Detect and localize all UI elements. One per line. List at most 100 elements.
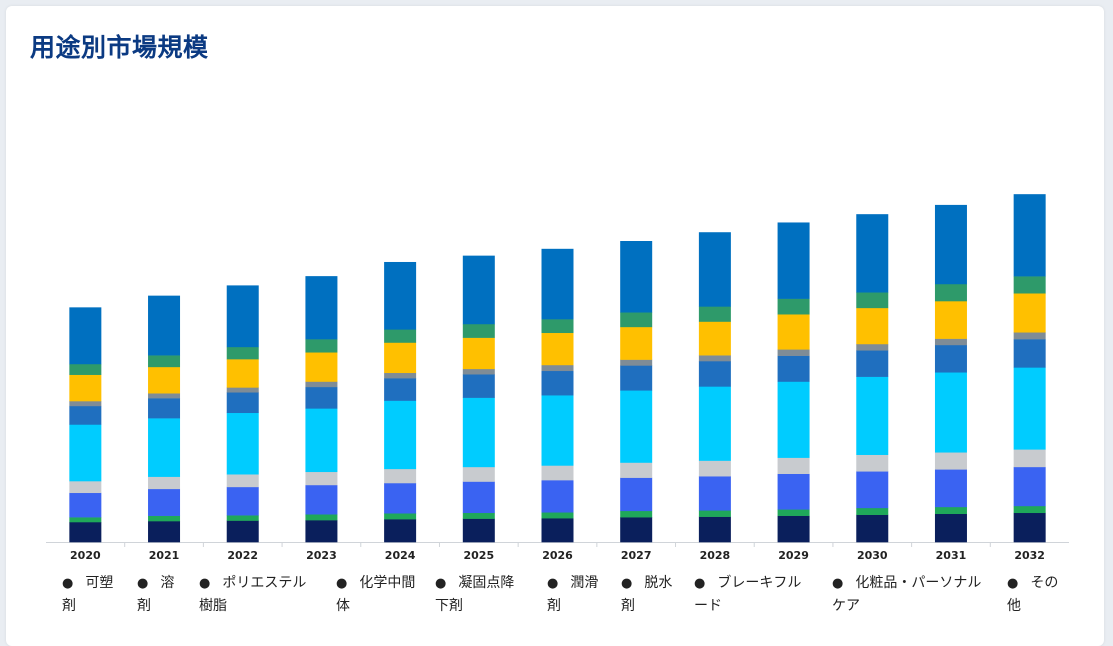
bar-segment-10 (856, 214, 889, 293)
bar-segment-7 (462, 368, 495, 375)
legend-bullet-icon: ● (1007, 576, 1019, 591)
bar-segment-7 (698, 355, 731, 362)
bar-segment-8 (777, 314, 810, 350)
bar-segment-10 (384, 261, 417, 330)
legend-bullet-icon: ● (435, 576, 447, 591)
bar-segment-1 (698, 516, 731, 543)
legend-item-lubricant: ● 潤滑 剤 (547, 572, 598, 617)
legend-label-line1: 化学中間 (359, 575, 416, 591)
bar-segment-4 (305, 471, 338, 486)
bar-segment-4 (856, 454, 889, 472)
bar-segment-2 (856, 507, 889, 515)
bar-segment-9 (777, 298, 810, 315)
bar-segment-6 (462, 374, 495, 398)
bar-segment-8 (148, 366, 181, 394)
bar-segment-8 (620, 326, 653, 360)
legend-bullet-icon: ● (336, 576, 348, 591)
legend-label-line1: 凝固点降 (458, 575, 515, 591)
bar-segment-8 (462, 337, 495, 370)
x-tick-label: 2032 (1014, 549, 1045, 562)
bar-segment-9 (226, 346, 259, 360)
legend-label-line2: 剤 (621, 598, 635, 614)
bar-segment-4 (462, 466, 495, 482)
bar-segment-5 (856, 376, 889, 455)
bar-segment-1 (620, 517, 653, 543)
x-tick-label: 2020 (70, 549, 101, 562)
bar-segment-9 (541, 319, 574, 334)
bar-segment-10 (698, 232, 731, 307)
bar-segment-3 (305, 484, 338, 515)
legend-item-antifreeze: ● 凝固点降 下剤 (435, 572, 514, 617)
legend-item-plasticizer: ● 可塑 剤 (62, 572, 113, 617)
bar-segment-6 (934, 344, 967, 373)
bar-segment-1 (541, 518, 574, 543)
bar-segment-2 (541, 512, 574, 519)
bar-segment-8 (1013, 293, 1046, 333)
x-tick-label: 2027 (621, 549, 652, 562)
bar-segment-10 (934, 204, 967, 285)
bar-stack-2025 (462, 255, 495, 543)
bar-segment-2 (934, 506, 967, 515)
bar-segment-3 (934, 469, 967, 508)
legend-label-line2: 剤 (547, 598, 561, 614)
bar-segment-6 (226, 392, 259, 414)
bar-segment-5 (305, 408, 338, 473)
bar-segment-1 (462, 518, 495, 543)
bar-segment-2 (305, 514, 338, 521)
legend-label-line2: 剤 (137, 598, 151, 614)
bar-stack-2022 (226, 285, 259, 543)
bar-segment-5 (148, 418, 181, 477)
bar-segment-1 (305, 520, 338, 543)
bar-segment-6 (620, 365, 653, 391)
legend-item-other: ● その 他 (1007, 572, 1058, 617)
bar-segment-3 (384, 482, 417, 514)
bar-segment-10 (462, 255, 495, 325)
x-tick-label: 2025 (463, 549, 494, 562)
legend-bullet-icon: ● (621, 576, 633, 591)
legend-label-line2: 他 (1007, 598, 1021, 614)
bar-segment-5 (541, 395, 574, 466)
bar-segment-5 (69, 424, 102, 482)
bar-segment-3 (856, 471, 889, 509)
bar-segment-8 (698, 321, 731, 356)
bar-segment-8 (541, 332, 574, 366)
legend-label-line2: 下剤 (435, 598, 463, 614)
bar-segment-5 (620, 390, 653, 463)
bar-segment-3 (1013, 466, 1046, 507)
bar-segment-2 (698, 510, 731, 517)
bar-segment-10 (541, 248, 574, 320)
bar-segment-1 (1013, 512, 1046, 543)
bar-segment-6 (305, 386, 338, 409)
legend-label-line1: 潤滑 (570, 575, 599, 591)
bar-segment-2 (384, 513, 417, 520)
bar-segment-3 (541, 480, 574, 513)
bar-stack-2029 (777, 222, 810, 543)
bar-segment-8 (305, 352, 338, 382)
legend-label-line2: 体 (336, 598, 350, 614)
bar-stack-2020 (69, 307, 102, 543)
bar-segment-8 (226, 359, 259, 388)
bar-segment-1 (856, 514, 889, 543)
legend-label-line2: ケア (832, 598, 860, 614)
bar-segment-8 (69, 374, 102, 402)
x-tick-label: 2024 (385, 549, 416, 562)
bar-segment-7 (541, 364, 574, 372)
bar-segment-7 (777, 349, 810, 356)
bar-segment-10 (148, 295, 181, 356)
bar-segment-4 (620, 462, 653, 478)
x-tick-label: 2026 (542, 549, 573, 562)
legend-item-chemical-intermediate: ● 化学中間 体 (336, 572, 415, 617)
bar-segment-3 (148, 488, 181, 516)
bar-segment-3 (69, 492, 102, 518)
bar-segment-4 (934, 452, 967, 470)
bar-segment-4 (384, 468, 417, 484)
bar-segment-9 (934, 283, 967, 302)
bar-segment-4 (541, 465, 574, 481)
stacked-bar-chart: 2020 2021 2022 2023 2024 2025 2026 2027 2028 2029… (46, 194, 1069, 562)
legend-bullet-icon: ● (199, 576, 211, 591)
bar-segment-6 (541, 370, 574, 396)
legend-item-brake-fluid: ● ブレーキフル ード (694, 572, 801, 617)
legend-bullet-icon: ● (547, 576, 559, 591)
x-tick-label: 2031 (936, 549, 967, 562)
bar-segment-6 (148, 398, 181, 419)
